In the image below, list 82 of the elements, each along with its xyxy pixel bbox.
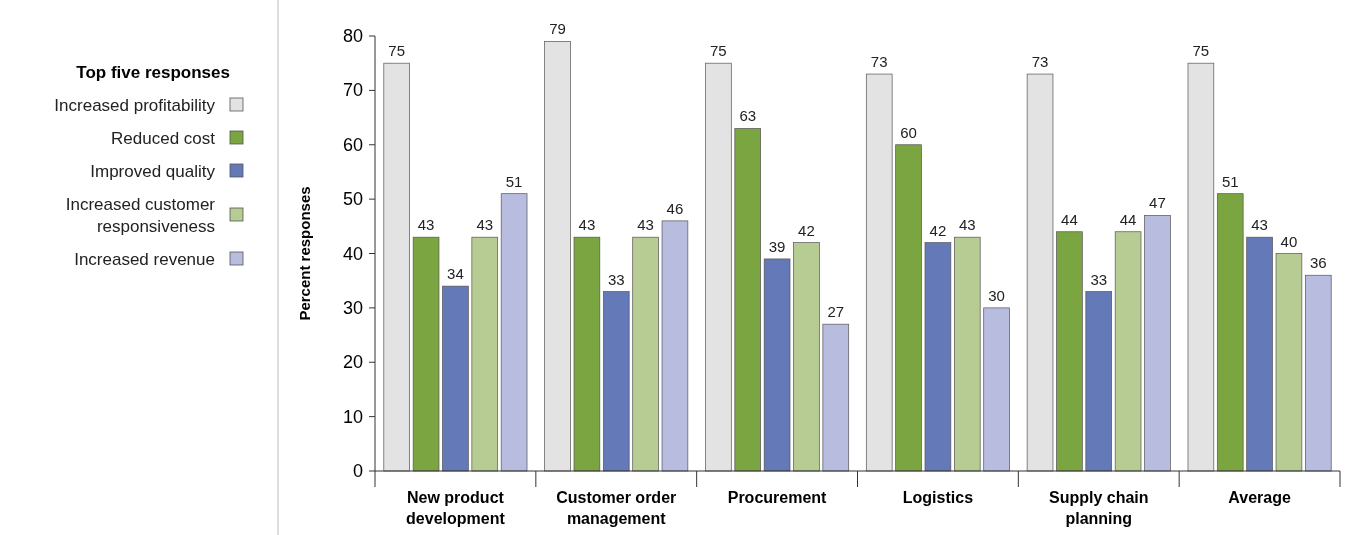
data-label: 36 (1309, 254, 1327, 272)
y-axis-title: Percent responses (296, 186, 313, 321)
bar (1114, 231, 1142, 472)
data-label: 79 (549, 20, 566, 38)
y-tick-label: 40 (342, 243, 363, 264)
x-tick-label: Supply chain planning (1048, 489, 1149, 527)
x-tick-label: Procurement (727, 489, 828, 506)
y-tick-label: 10 (342, 406, 363, 427)
x-tick-label: New product development (406, 489, 506, 527)
bar (1305, 274, 1332, 472)
bar (1216, 193, 1244, 472)
legend-label: Reduced cost (111, 129, 216, 148)
data-label: 42 (929, 221, 947, 239)
y-tick-label: 0 (352, 461, 363, 481)
y-tick-label: 20 (342, 352, 363, 373)
data-label: 33 (1090, 270, 1108, 288)
bar (924, 242, 952, 472)
data-label: 51 (1221, 172, 1239, 190)
data-label: 44 (1061, 210, 1078, 228)
bar (1246, 236, 1273, 472)
bar (442, 285, 469, 472)
x-tick-label: Customer order management (556, 489, 677, 527)
x-tick-label: Average (1228, 489, 1291, 506)
bar (822, 323, 850, 472)
data-label: 47 (1149, 194, 1166, 212)
data-label: 75 (710, 42, 727, 60)
legend-title: Top five responses (76, 63, 230, 82)
legend-label: Increased profitability (54, 96, 216, 115)
bar (602, 291, 630, 472)
bar (954, 236, 981, 472)
x-tick-label: Logistics (902, 489, 974, 506)
y-tick-label: 80 (342, 26, 363, 46)
legend-label: Increased revenue (74, 250, 215, 269)
y-tick-label: 70 (342, 80, 363, 101)
bar (734, 128, 761, 472)
data-label: 73 (1031, 53, 1049, 71)
data-label: 34 (447, 265, 464, 283)
bar (471, 236, 499, 472)
data-label: 40 (1280, 232, 1298, 250)
data-label: 63 (739, 107, 757, 125)
bar (500, 193, 528, 472)
legend-label: Increased customer responsiveness (65, 195, 216, 236)
bar (573, 236, 601, 472)
data-label: 43 (958, 216, 976, 234)
bar (1275, 253, 1303, 472)
data-label: 30 (988, 286, 1005, 304)
bar (793, 242, 820, 472)
data-label: 27 (827, 303, 845, 321)
bar (1144, 215, 1171, 472)
data-label: 43 (1251, 216, 1268, 234)
data-label: 44 (1119, 210, 1137, 228)
y-tick-label: 30 (342, 297, 363, 318)
bar (1026, 73, 1054, 472)
bar (1085, 291, 1113, 472)
bar (983, 307, 1010, 472)
bar (1056, 231, 1083, 472)
bar (895, 144, 922, 472)
data-label: 39 (768, 237, 786, 255)
y-tick-label: 60 (342, 134, 363, 155)
data-label: 75 (388, 42, 406, 60)
data-label: 43 (637, 216, 654, 234)
data-label: 43 (578, 216, 596, 234)
data-label: 75 (1192, 42, 1210, 60)
bar (1187, 62, 1215, 472)
bar (865, 73, 893, 472)
legend-label: Improved quality (90, 162, 216, 181)
bar (705, 62, 732, 472)
data-label: 51 (505, 172, 523, 190)
data-label: 46 (666, 199, 684, 217)
data-label: 42 (798, 221, 815, 239)
bar (383, 62, 410, 472)
bar (544, 41, 571, 472)
bar (632, 236, 659, 472)
bar (412, 236, 440, 472)
data-label: 43 (417, 216, 435, 234)
bar (661, 220, 689, 472)
data-label: 33 (607, 270, 625, 288)
y-tick-label: 50 (342, 189, 363, 210)
bar (763, 258, 791, 472)
data-label: 43 (476, 216, 494, 234)
data-label: 60 (900, 123, 917, 141)
data-label: 73 (870, 53, 888, 71)
